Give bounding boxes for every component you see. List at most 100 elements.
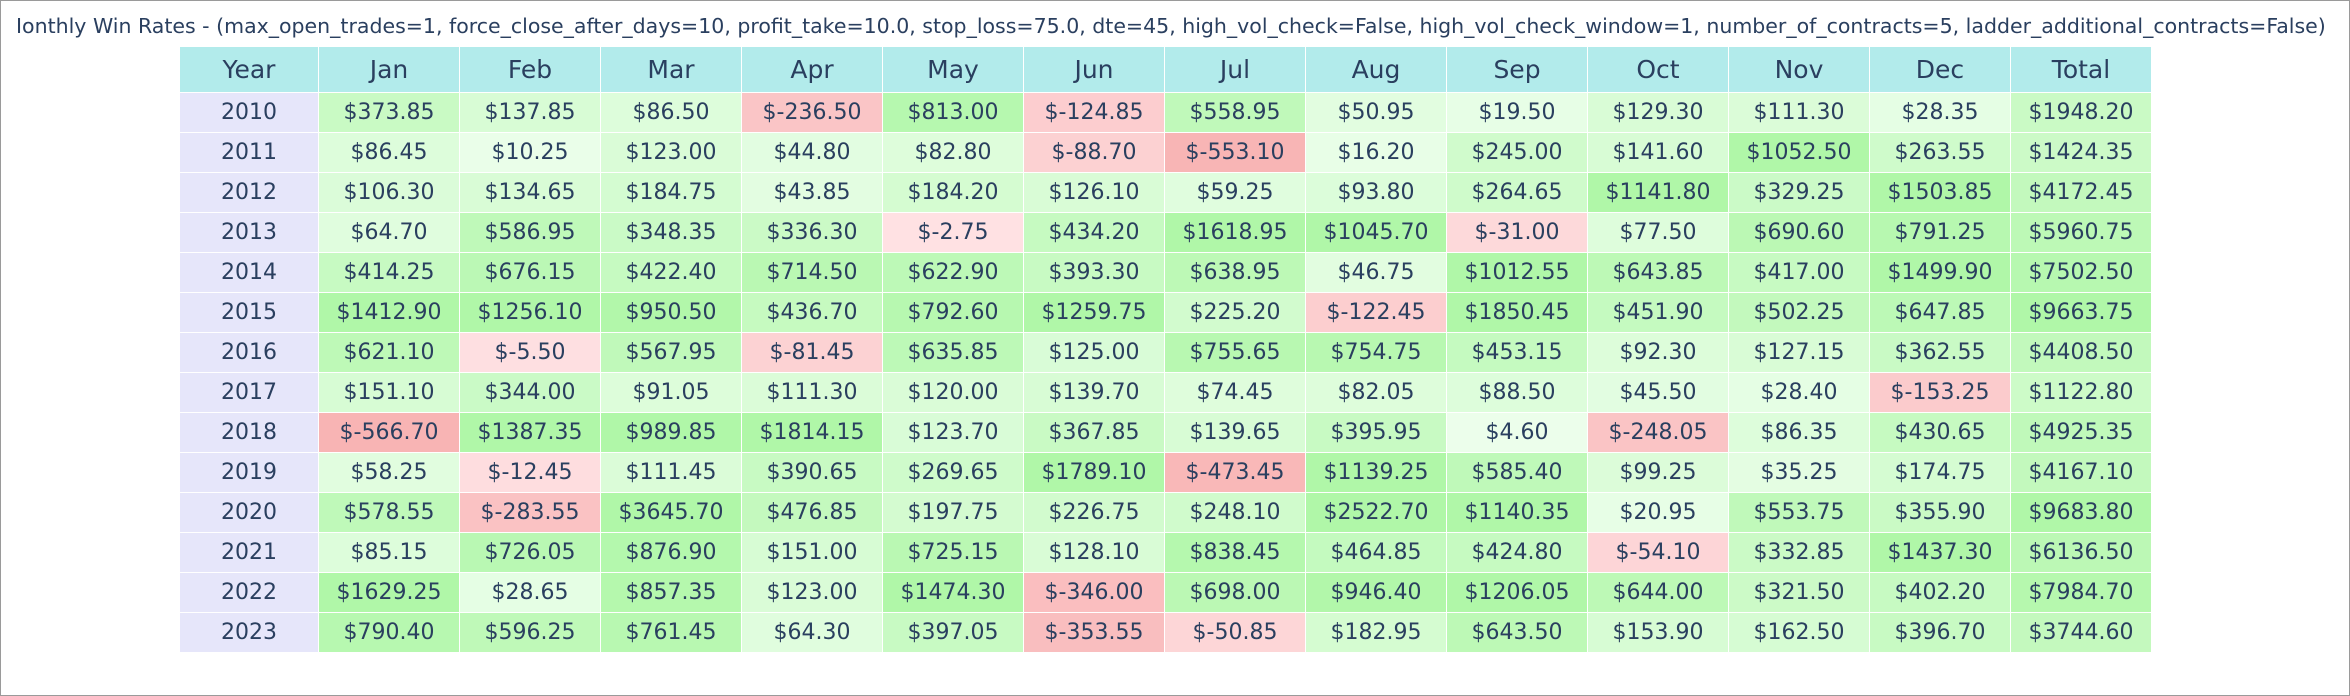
value-cell: $-2.75 <box>883 213 1024 253</box>
value-cell: $622.90 <box>883 253 1024 293</box>
value-cell: $838.45 <box>1165 533 1306 573</box>
year-cell: 2016 <box>180 333 319 373</box>
value-cell: $123.70 <box>883 413 1024 453</box>
value-cell: $754.75 <box>1306 333 1447 373</box>
value-cell: $336.30 <box>742 213 883 253</box>
value-cell: $2522.70 <box>1306 493 1447 533</box>
value-cell: $329.25 <box>1729 173 1870 213</box>
value-cell: $989.85 <box>601 413 742 453</box>
value-cell: $182.95 <box>1306 613 1447 653</box>
total-cell: $5960.75 <box>2011 213 2152 253</box>
value-cell: $792.60 <box>883 293 1024 333</box>
value-cell: $50.95 <box>1306 93 1447 133</box>
value-cell: $74.45 <box>1165 373 1306 413</box>
value-cell: $647.85 <box>1870 293 2011 333</box>
value-cell: $644.00 <box>1588 573 1729 613</box>
value-cell: $269.65 <box>883 453 1024 493</box>
value-cell: $46.75 <box>1306 253 1447 293</box>
column-header: Jul <box>1165 47 1306 93</box>
column-header: Jan <box>319 47 460 93</box>
column-header: Jun <box>1024 47 1165 93</box>
value-cell: $414.25 <box>319 253 460 293</box>
year-cell: 2014 <box>180 253 319 293</box>
table-row: 2011 $86.45 $10.25 $123.00 $44.80 $82.80 $-88.… <box>180 133 2152 173</box>
value-cell: $111.45 <box>601 453 742 493</box>
value-cell: $857.35 <box>601 573 742 613</box>
value-cell: $417.00 <box>1729 253 1870 293</box>
value-cell: $35.25 <box>1729 453 1870 493</box>
value-cell: $-50.85 <box>1165 613 1306 653</box>
value-cell: $16.20 <box>1306 133 1447 173</box>
value-cell: $946.40 <box>1306 573 1447 613</box>
value-cell: $390.65 <box>742 453 883 493</box>
value-cell: $393.30 <box>1024 253 1165 293</box>
value-cell: $676.15 <box>460 253 601 293</box>
value-cell: $86.35 <box>1729 413 1870 453</box>
value-cell: $553.75 <box>1729 493 1870 533</box>
value-cell: $1814.15 <box>742 413 883 453</box>
value-cell: $1499.90 <box>1870 253 2011 293</box>
value-cell: $635.85 <box>883 333 1024 373</box>
value-cell: $1618.95 <box>1165 213 1306 253</box>
value-cell: $91.05 <box>601 373 742 413</box>
value-cell: $402.20 <box>1870 573 2011 613</box>
value-cell: $-248.05 <box>1588 413 1729 453</box>
value-cell: $791.25 <box>1870 213 2011 253</box>
value-cell: $502.25 <box>1729 293 1870 333</box>
value-cell: $1141.80 <box>1588 173 1729 213</box>
total-cell: $4172.45 <box>2011 173 2152 213</box>
value-cell: $151.00 <box>742 533 883 573</box>
total-cell: $1948.20 <box>2011 93 2152 133</box>
value-cell: $20.95 <box>1588 493 1729 533</box>
value-cell: $86.45 <box>319 133 460 173</box>
value-cell: $-353.55 <box>1024 613 1165 653</box>
value-cell: $-122.45 <box>1306 293 1447 333</box>
value-cell: $-236.50 <box>742 93 883 133</box>
value-cell: $125.00 <box>1024 333 1165 373</box>
value-cell: $876.90 <box>601 533 742 573</box>
value-cell: $1387.35 <box>460 413 601 453</box>
value-cell: $332.85 <box>1729 533 1870 573</box>
value-cell: $28.35 <box>1870 93 2011 133</box>
total-cell: $6136.50 <box>2011 533 2152 573</box>
value-cell: $139.65 <box>1165 413 1306 453</box>
table-row: 2012 $106.30 $134.65 $184.75 $43.85 $184.20 $1… <box>180 173 2152 213</box>
value-cell: $621.10 <box>319 333 460 373</box>
value-cell: $755.65 <box>1165 333 1306 373</box>
value-cell: $464.85 <box>1306 533 1447 573</box>
value-cell: $434.20 <box>1024 213 1165 253</box>
value-cell: $82.05 <box>1306 373 1447 413</box>
value-cell: $1412.90 <box>319 293 460 333</box>
value-cell: $-81.45 <box>742 333 883 373</box>
value-cell: $151.10 <box>319 373 460 413</box>
value-cell: $430.65 <box>1870 413 2011 453</box>
value-cell: $-566.70 <box>319 413 460 453</box>
value-cell: $153.90 <box>1588 613 1729 653</box>
value-cell: $59.25 <box>1165 173 1306 213</box>
column-header: May <box>883 47 1024 93</box>
value-cell: $638.95 <box>1165 253 1306 293</box>
value-cell: $45.50 <box>1588 373 1729 413</box>
value-cell: $436.70 <box>742 293 883 333</box>
value-cell: $-124.85 <box>1024 93 1165 133</box>
column-header: Sep <box>1447 47 1588 93</box>
value-cell: $139.70 <box>1024 373 1165 413</box>
value-cell: $-473.45 <box>1165 453 1306 493</box>
column-header: Mar <box>601 47 742 93</box>
value-cell: $-31.00 <box>1447 213 1588 253</box>
value-cell: $106.30 <box>319 173 460 213</box>
year-cell: 2010 <box>180 93 319 133</box>
value-cell: $19.50 <box>1447 93 1588 133</box>
total-cell: $4408.50 <box>2011 333 2152 373</box>
value-cell: $-12.45 <box>460 453 601 493</box>
value-cell: $64.70 <box>319 213 460 253</box>
value-cell: $567.95 <box>601 333 742 373</box>
value-cell: $162.50 <box>1729 613 1870 653</box>
year-cell: 2021 <box>180 533 319 573</box>
value-cell: $476.85 <box>742 493 883 533</box>
value-cell: $1789.10 <box>1024 453 1165 493</box>
value-cell: $86.50 <box>601 93 742 133</box>
year-cell: 2011 <box>180 133 319 173</box>
value-cell: $453.15 <box>1447 333 1588 373</box>
value-cell: $451.90 <box>1588 293 1729 333</box>
